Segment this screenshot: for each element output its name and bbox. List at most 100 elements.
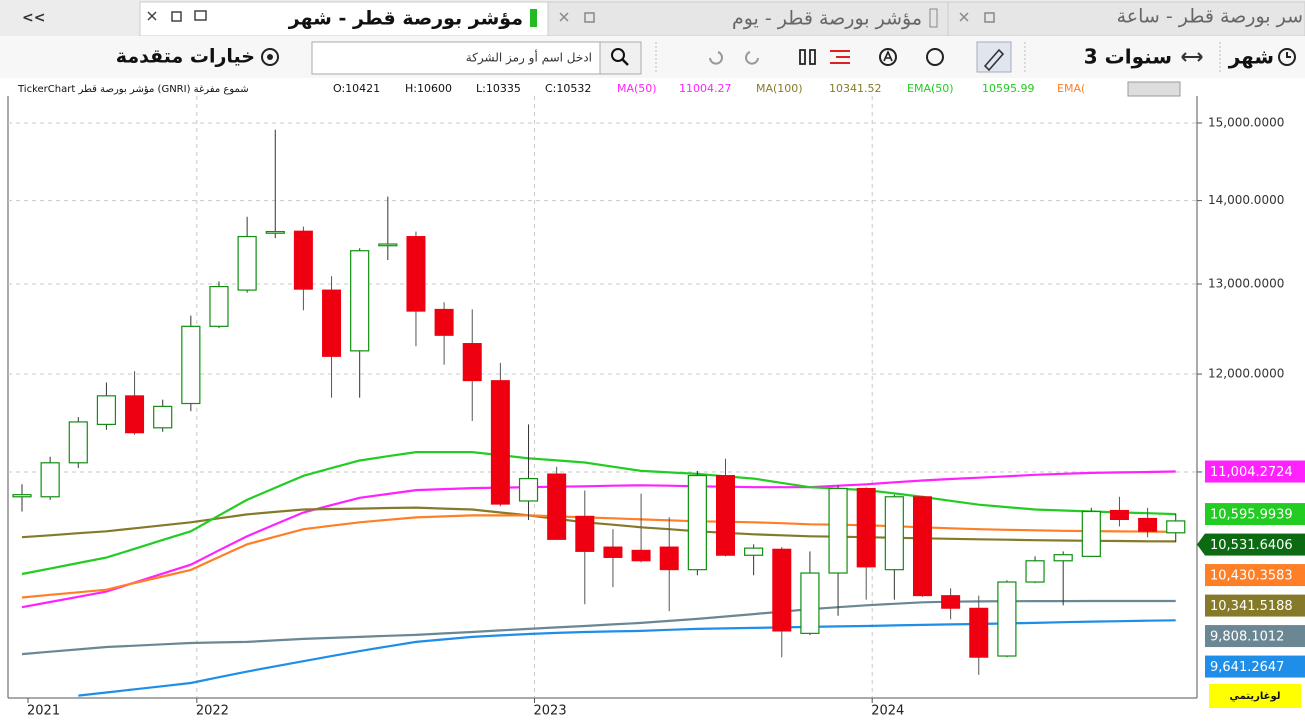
price-tag-label: 10,595.9939	[1210, 508, 1293, 523]
toolbar	[0, 36, 1305, 78]
candle-body	[490, 380, 510, 505]
alert-letter	[883, 50, 893, 62]
search-icon	[611, 48, 625, 62]
search-icon	[621, 58, 629, 66]
candle-body	[209, 285, 229, 327]
candle-body	[744, 547, 764, 556]
period-button[interactable]: شهر	[1228, 45, 1274, 69]
price-tag	[1205, 625, 1305, 648]
gear-icon[interactable]	[261, 48, 279, 66]
tab-icons	[147, 10, 207, 22]
legend-name: EMA(50)	[907, 82, 954, 95]
indicator-line	[21, 451, 1176, 576]
candle-body	[687, 474, 707, 571]
clock-icon[interactable]	[1278, 48, 1296, 66]
tab-title: سر بورصة قطر - ساعة	[1117, 6, 1303, 28]
advanced-options[interactable]: خيارات متقدمة	[116, 46, 255, 68]
range-button[interactable]: 3 سنوات	[1084, 45, 1172, 69]
candle-body	[125, 395, 145, 434]
indicator-line	[21, 470, 1176, 609]
candle-body	[659, 546, 679, 571]
candle-body	[237, 235, 257, 291]
scale-label: لوغاريتمي	[1229, 691, 1280, 702]
current-price-tag	[1205, 533, 1305, 556]
candle-body	[1081, 510, 1101, 557]
candle-body	[547, 473, 567, 540]
candle-body	[1138, 517, 1158, 532]
candle-body	[462, 343, 482, 382]
legend-name: MA(100)	[756, 82, 803, 95]
ohlc: O:10421	[333, 82, 380, 95]
draw-tool[interactable]	[976, 41, 1012, 73]
candle-body	[434, 308, 454, 336]
indicator-icon[interactable]	[926, 48, 944, 66]
indicator-line	[21, 514, 1176, 599]
tab-title: مؤشر بورصة قطر - شهر	[288, 8, 523, 30]
collapse-tabs[interactable]: <<	[22, 10, 45, 26]
clock-hand	[1286, 52, 1291, 58]
candle-body	[603, 546, 623, 558]
scale-badge[interactable]	[1209, 684, 1301, 708]
price-tag	[1205, 503, 1305, 526]
price-tag-label: 10,430.3583	[1210, 569, 1293, 584]
candle-body	[378, 243, 398, 247]
candle-body	[1053, 554, 1073, 562]
y-tick-label: 13,000.0000	[1208, 276, 1284, 290]
search-button[interactable]	[599, 41, 642, 75]
search-placeholder: ادخل اسم أو رمز الشركة	[466, 50, 592, 66]
current-price-arrow	[1197, 533, 1205, 556]
pencil-icon	[983, 48, 1005, 72]
ohlc: L:10335	[476, 82, 521, 95]
ohlc: H:10600	[405, 82, 452, 95]
price-tag	[1205, 594, 1305, 617]
legend-name: MA(50)	[617, 82, 657, 95]
price-tag-label: 11,004.2724	[1210, 465, 1293, 480]
price-tag	[1205, 655, 1305, 678]
price-tag-label: 9,641.2647	[1210, 660, 1284, 675]
lines-icon[interactable]	[830, 50, 850, 64]
legend-name: EMA(	[1057, 82, 1085, 95]
candle-body	[772, 548, 792, 632]
undo-redo[interactable]	[709, 51, 759, 65]
price-tag-label: 10,341.5188	[1210, 599, 1293, 614]
indicator-line	[21, 599, 1176, 656]
range-icon[interactable]	[1181, 52, 1203, 62]
x-tick-label: 2022	[196, 704, 229, 719]
price-tag	[1205, 460, 1305, 483]
tab-title: مؤشر بورصة قطر - يوم	[732, 8, 922, 30]
legend-value: 10595.99	[982, 82, 1035, 95]
candle-body	[575, 515, 595, 552]
ohlc: C:10532	[545, 82, 591, 95]
tab-active[interactable]	[139, 1, 549, 37]
legend-value: 11004.27	[679, 82, 732, 95]
legend-controls[interactable]	[1127, 81, 1181, 97]
tab[interactable]	[947, 1, 1305, 37]
price-tag	[1205, 564, 1305, 587]
candle-body	[12, 494, 32, 498]
candle-body	[322, 289, 342, 357]
candle-body	[40, 462, 60, 498]
legend-value: 10341.52	[829, 82, 882, 95]
y-tick-label: 14,000.0000	[1208, 193, 1284, 207]
candle-body	[1109, 509, 1129, 520]
candle-body	[96, 395, 117, 425]
candle-body	[1166, 520, 1186, 534]
compare-icon[interactable]	[799, 49, 816, 65]
candle-body	[1025, 560, 1045, 583]
chart-info: TickerChart مؤشر بورصة قطر (GNRI) شموع م…	[17, 84, 249, 95]
price-tag-label: 10,531.6406	[1210, 538, 1293, 553]
x-tick-label: 2024	[871, 704, 904, 719]
indicator-line	[21, 506, 1176, 543]
tab-icons	[559, 8, 995, 28]
candle-body	[912, 496, 932, 597]
candle-body	[856, 487, 876, 568]
tab[interactable]	[547, 1, 949, 37]
alert-icon[interactable]	[879, 48, 897, 66]
search-box[interactable]	[311, 41, 642, 75]
candle-body	[716, 475, 735, 556]
candle-body	[997, 581, 1017, 657]
candle-body	[293, 230, 313, 290]
candle-body	[406, 236, 426, 312]
candle-body	[884, 496, 904, 571]
